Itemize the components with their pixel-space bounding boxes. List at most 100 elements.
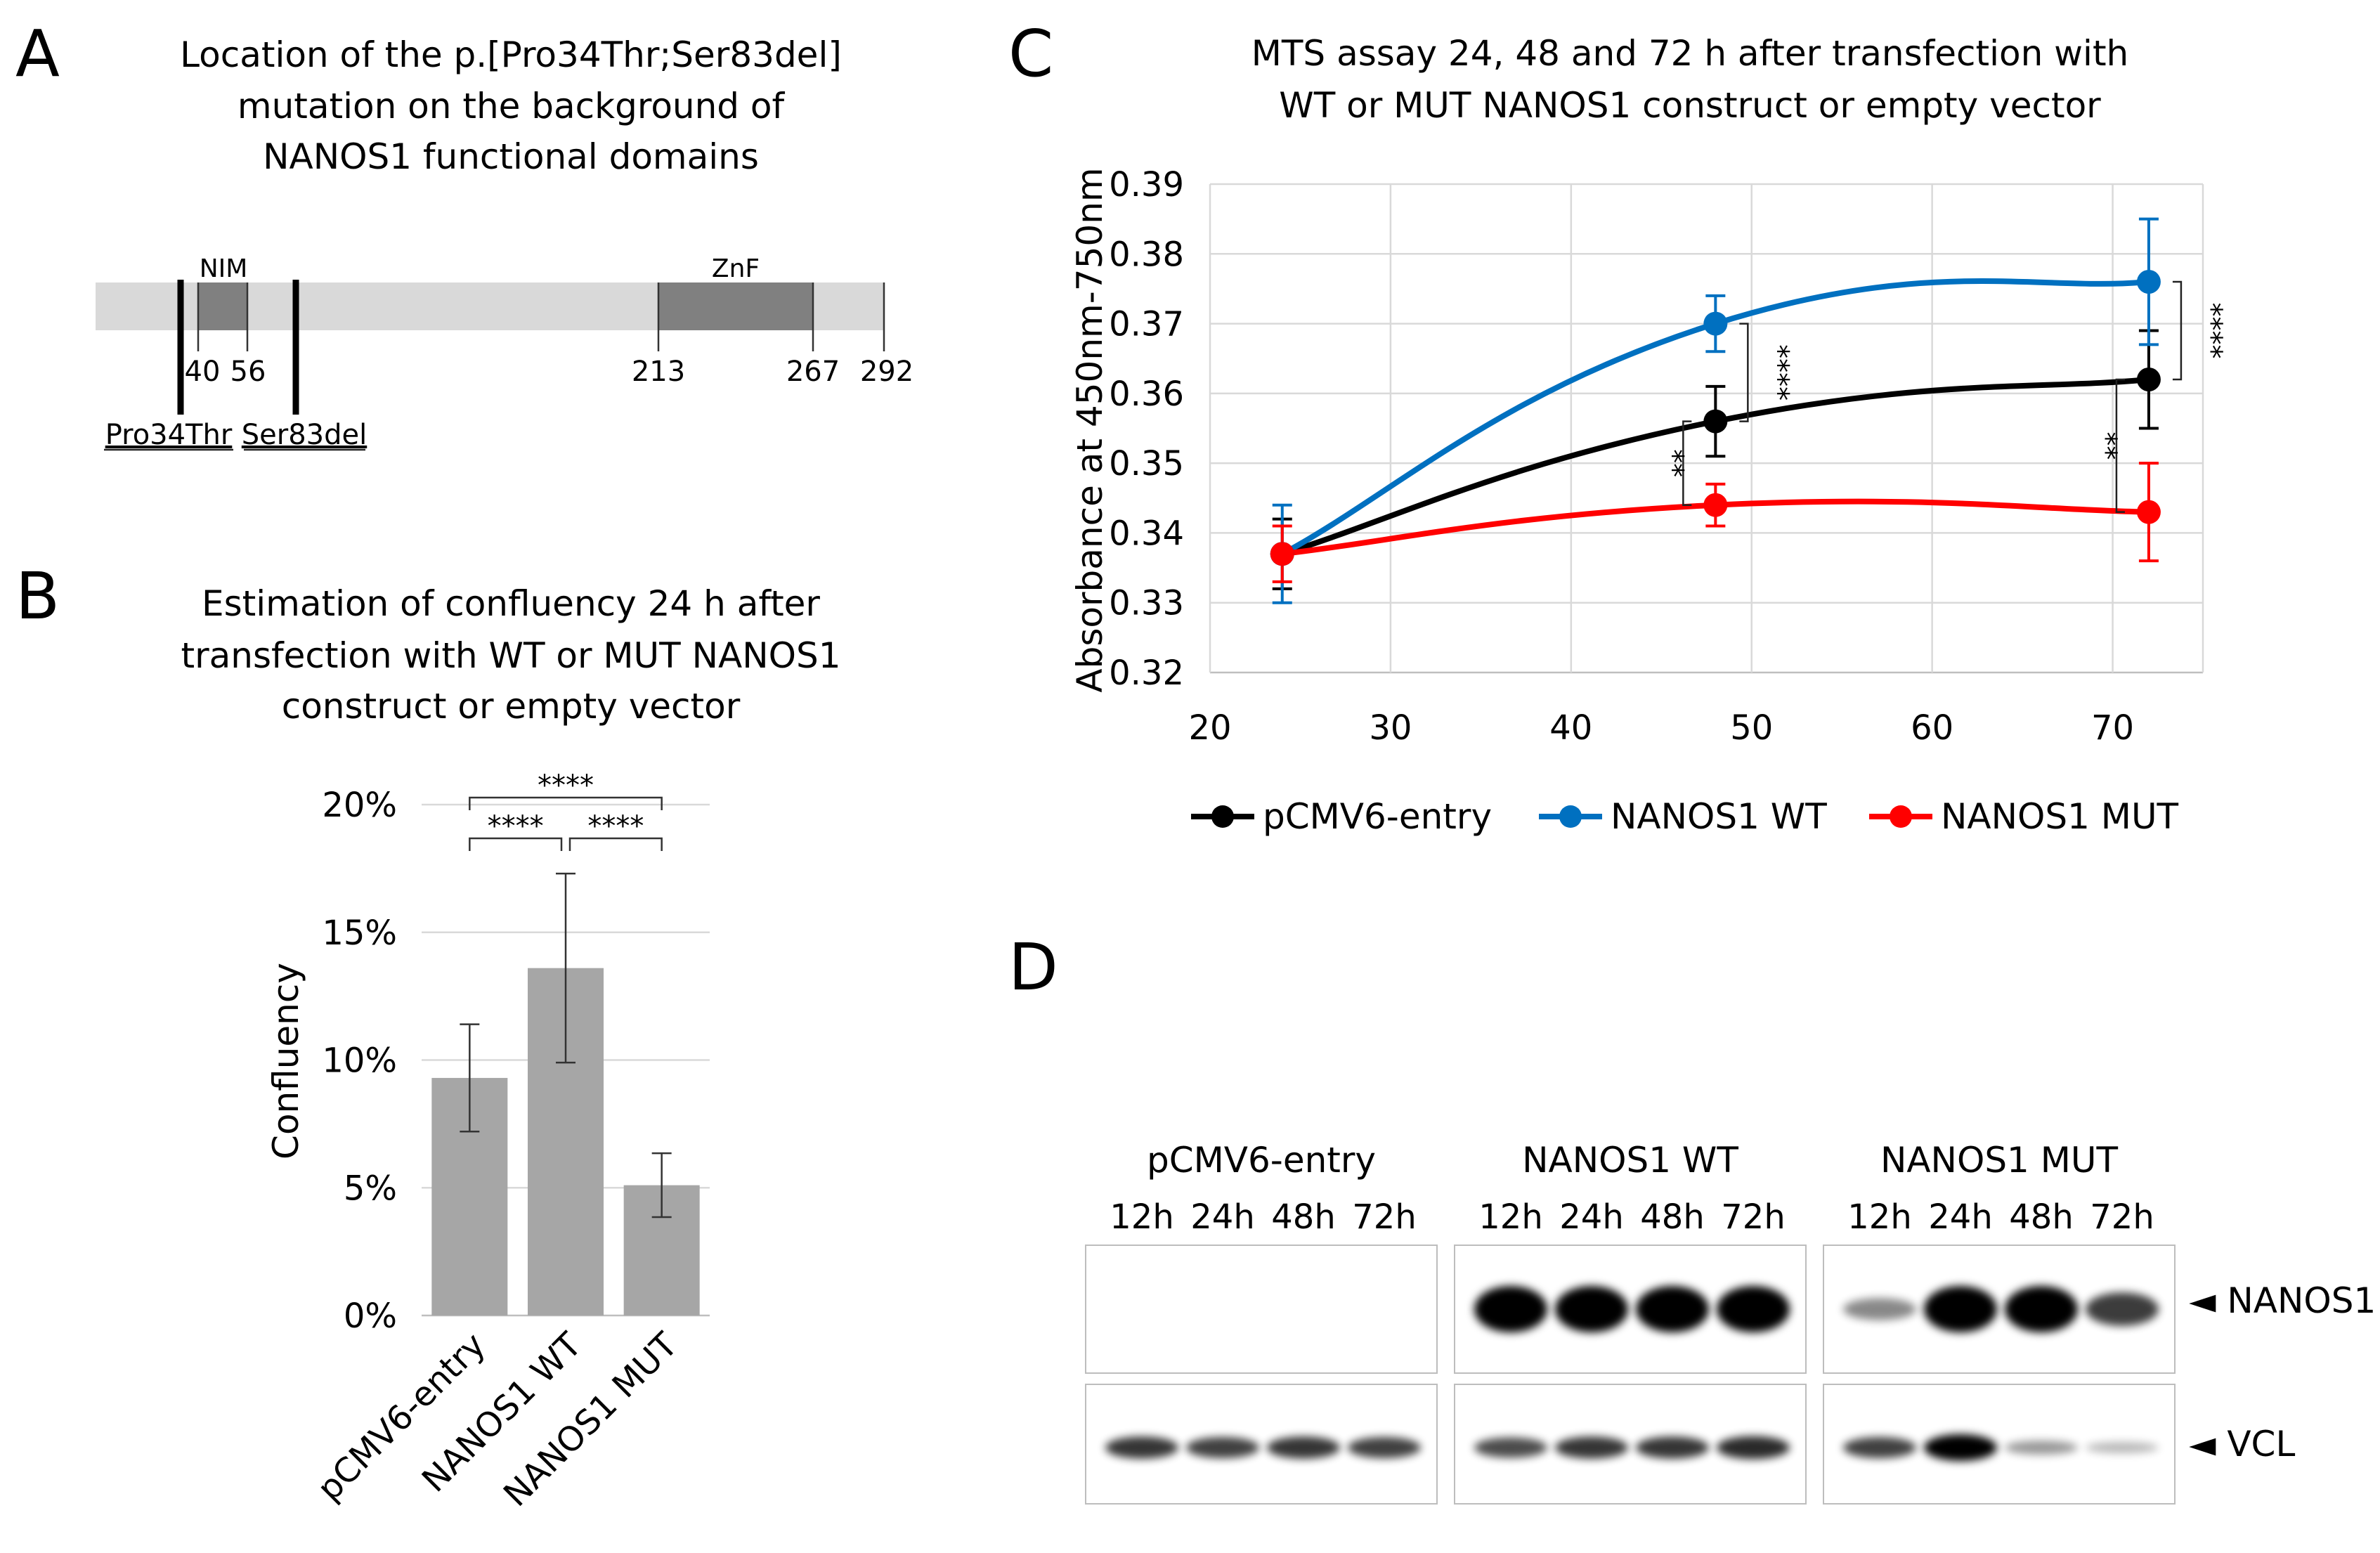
blot-lane-label: 12h (1847, 1197, 1912, 1237)
blot-band-nanos1 (1717, 1286, 1790, 1332)
blot-lane-label: 48h (1640, 1197, 1705, 1237)
panel-c-x-tick-label: 30 (1369, 708, 1412, 748)
blot-lane-label: 24h (1190, 1197, 1255, 1237)
blot-band-nanos1 (1555, 1286, 1628, 1332)
panel-b-x-tick-label: NANOS1 MUT (496, 1325, 686, 1514)
blot-band-nanos1 (1474, 1286, 1547, 1332)
blot-lane-label: 12h (1478, 1197, 1543, 1237)
panel-c-y-tick-label: 0.32 (1109, 654, 1184, 693)
panel-b-y-tick-label: 20% (322, 786, 397, 825)
panel-c-y-tick-label: 0.35 (1109, 444, 1184, 483)
blot-band-nanos1 (2005, 1286, 2078, 1332)
panel-c-data-point (2136, 368, 2161, 391)
panel-c-title-line-1: MTS assay 24, 48 and 72 h after transfec… (1251, 33, 2129, 74)
panel-c-data-point (1270, 542, 1294, 566)
position-267: 267 (786, 356, 840, 388)
blot-box-nanos1 (1085, 1245, 1438, 1374)
legend-swatch-marker (1211, 805, 1234, 828)
blot-band-vcl (1843, 1436, 1916, 1459)
blot-lane-label: 72h (2090, 1197, 2154, 1237)
position-56: 56 (230, 356, 266, 388)
position-40: 40 (185, 356, 221, 388)
panel-c-significance: ************ (1656, 280, 2228, 513)
blot-band-vcl (1267, 1436, 1340, 1459)
panel-c-x-tick-label: 20 (1188, 708, 1231, 748)
panel-c-significance-bracket (2172, 280, 2183, 381)
legend-label: pCMV6-entry (1263, 796, 1492, 837)
blot-band-vcl (1636, 1436, 1709, 1459)
panel-c-x-tick-label: 60 (1911, 708, 1953, 748)
panel-c-x-tick-label: 40 (1549, 708, 1592, 748)
legend-label: NANOS1 WT (1611, 796, 1827, 837)
legend-swatch-marker (1890, 805, 1912, 828)
legend-swatch-marker (1559, 805, 1582, 828)
znf-domain-label: ZnF (712, 254, 760, 283)
panel-b-y-ticks: 0% 5% 10% 15% 20% (322, 786, 397, 1336)
blot-band-vcl (1555, 1436, 1628, 1459)
panel-b-bar-chart: Estimation of confluency 24 h after tran… (181, 583, 840, 1514)
blot-lane-label: 72h (1352, 1197, 1417, 1237)
blot-lane-label: 24h (1928, 1197, 1993, 1237)
blot-lane-label: 48h (1271, 1197, 1336, 1237)
blot-band-nanos1 (1843, 1298, 1916, 1320)
panel-c-y-tick-label: 0.36 (1109, 375, 1184, 414)
znf-domain (658, 282, 813, 330)
panel-a-title-line-1: Location of the p.[Pro34Thr;Ser83del] (180, 34, 842, 75)
panel-b-y-tick-label: 0% (344, 1297, 397, 1336)
panel-c-data-point (2136, 500, 2161, 524)
panel-d-western-blot: pCMV6-entry 12h 24h 48h 72h NANOS1 WT 12h 24h 48… (1085, 1140, 2376, 1505)
panel-c-line-chart: MTS assay 24, 48 and 72 h after transfec… (1069, 33, 2228, 837)
panel-c-significance-bracket (2115, 378, 2125, 513)
blot-band-vcl (1924, 1434, 1997, 1461)
panel-c-data-point (1703, 493, 1728, 517)
blot-band-nanos1 (1924, 1286, 1997, 1332)
panel-c-y-ticks: 0.32 0.33 0.34 0.35 0.36 0.37 0.38 0.39 (1109, 165, 1184, 693)
panel-b-error-bars (460, 872, 672, 1219)
panel-c-y-tick-label: 0.33 (1109, 584, 1184, 623)
panel-c-y-axis-label: Absorbance at 450nm-750nm (1069, 167, 1110, 692)
blot-group-label: pCMV6-entry (1147, 1140, 1376, 1181)
panel-c-y-tick-label: 0.38 (1109, 235, 1184, 274)
panel-b-significance-bracket (469, 837, 563, 851)
blot-lane-label: 24h (1559, 1197, 1624, 1237)
panel-c-significance-bracket (1682, 420, 1692, 506)
mutation-label-ser83del: Ser83del (242, 419, 367, 451)
blot-group-label: NANOS1 WT (1522, 1140, 1738, 1181)
panel-letter-d: D (1008, 930, 1058, 1005)
blot-band-nanos1 (1636, 1286, 1709, 1332)
panel-b-x-tick-label: pCMV6-entry (310, 1325, 493, 1509)
panel-b-significance-bracket (568, 837, 663, 851)
panel-c-data-point (2136, 270, 2161, 294)
blot-band-label-nanos1: ◄ NANOS1 (2189, 1280, 2376, 1321)
position-292: 292 (860, 356, 913, 388)
blot-band-vcl (1186, 1436, 1259, 1459)
panel-b-title-line-1: Estimation of confluency 24 h after (202, 583, 820, 624)
panel-c-title-line-2: WT or MUT NANOS1 construct or empty vect… (1279, 85, 2101, 126)
panel-a-title-line-2: mutation on the background of (238, 86, 786, 126)
panel-c-significance-bracket (1739, 323, 1749, 422)
panel-c-data-point (1703, 409, 1728, 434)
position-213: 213 (632, 356, 685, 388)
blot-band-vcl (1717, 1436, 1790, 1460)
blot-lane-label: 72h (1721, 1197, 1786, 1237)
panel-c-gridlines (1209, 183, 2204, 674)
nim-domain-label: NIM (200, 254, 248, 283)
blot-group-label: NANOS1 MUT (1880, 1140, 2119, 1181)
legend-label: NANOS1 MUT (1941, 796, 2179, 837)
panel-b-y-tick-label: 10% (322, 1041, 397, 1081)
panel-c-data-point (1703, 311, 1728, 336)
panel-letter-c: C (1008, 16, 1053, 91)
panel-c-significance-label: **** (1762, 344, 1794, 401)
panel-b-significance-label: **** (488, 810, 544, 843)
panel-b-title-line-3: construct or empty vector (282, 686, 741, 727)
blot-band-vcl (2005, 1441, 2078, 1455)
panel-c-y-tick-label: 0.34 (1109, 514, 1184, 553)
panel-b-y-tick-label: 15% (322, 914, 397, 953)
panel-letter-b: B (15, 559, 60, 634)
panel-c-significance-label: **** (2195, 303, 2228, 359)
panel-b-y-axis-label: Confluency (266, 963, 306, 1159)
panel-b-significance-label: **** (538, 769, 594, 802)
blot-band-vcl (1474, 1437, 1547, 1458)
